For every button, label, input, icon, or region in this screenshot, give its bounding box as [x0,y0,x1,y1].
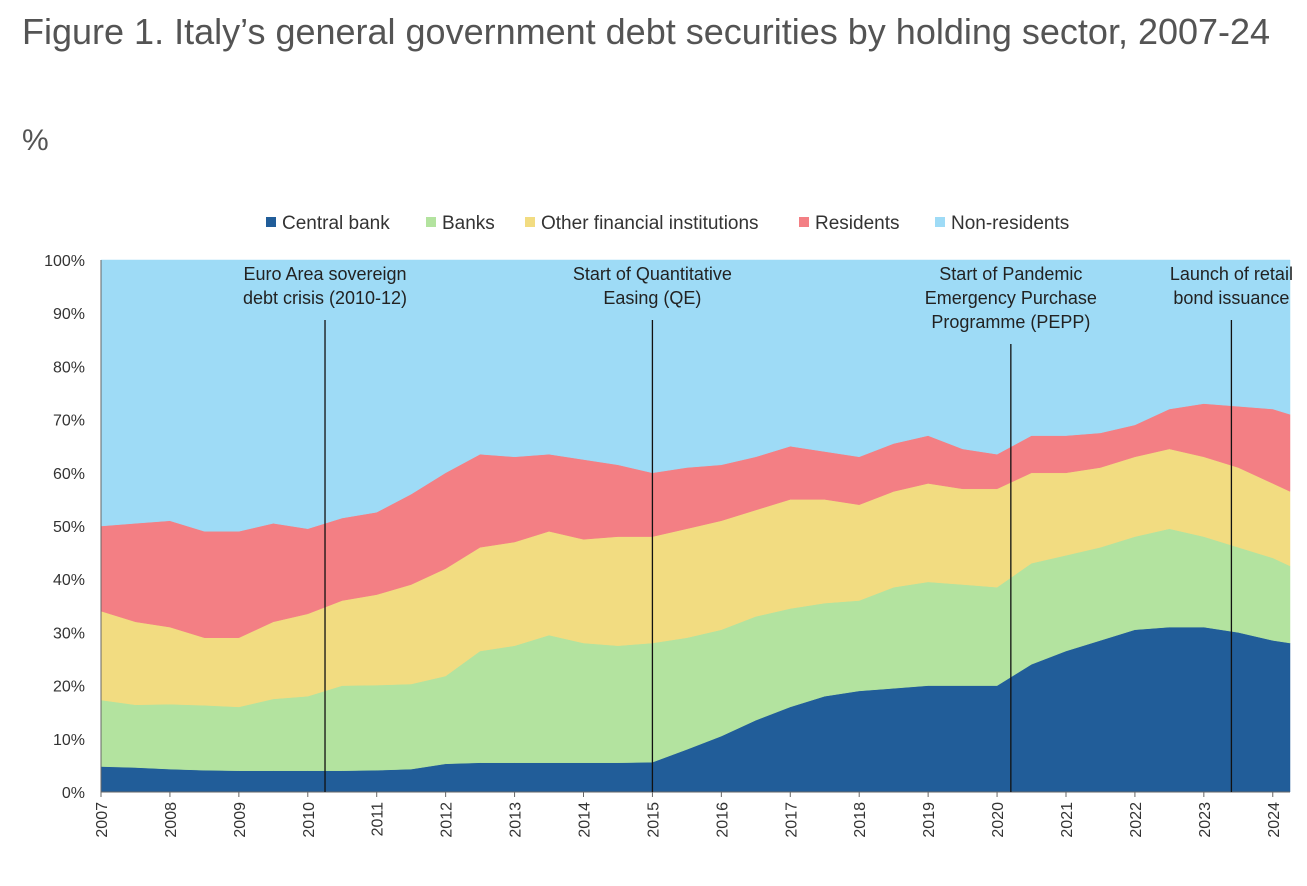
legend-swatch-non-residents [935,217,945,227]
chart-areas [100,259,1291,793]
y-tick-label: 40% [53,572,85,589]
annotation-text: Euro Area sovereign [243,264,406,284]
y-tick-label: 0% [62,785,85,802]
y-tick-label: 100% [44,253,85,270]
x-tick-label: 2021 [1059,802,1076,838]
y-tick-label: 50% [53,519,85,536]
legend-label-other-financial-institutions: Other financial institutions [541,213,759,234]
figure-title: Figure 1. Italy’s general government deb… [22,11,1271,52]
legend-label-residents: Residents [815,213,900,234]
legend-swatch-banks [426,217,436,227]
x-tick-label: 2018 [852,802,869,838]
x-tick-label: 2010 [301,802,318,838]
unit-label: % [22,124,49,157]
stacked-area-chart: Central bank Banks Other financial institu… [44,213,1293,838]
annotation-text: Emergency Purchase [925,288,1097,308]
x-tick-label: 2013 [508,802,525,838]
x-tick-label: 2009 [232,802,249,838]
chart-legend: Central bank Banks Other financial institu… [266,213,1069,234]
area-non-residents [100,259,1291,532]
x-axis: 2007 2008 2009 2010 2011 2012 2013 2014 2015 2016… [94,791,1290,838]
annotation-text: Launch of retail [1170,264,1293,284]
x-tick-label: 2022 [1128,802,1145,838]
legend-label-banks: Banks [442,213,495,234]
y-tick-label: 70% [53,413,85,430]
x-tick-label: 2014 [576,802,593,838]
annotation-text: bond issuance [1173,288,1289,308]
y-tick-label: 20% [53,679,85,696]
y-tick-label: 90% [53,306,85,323]
chart-annotations: Euro Area sovereign debt crisis (2010-12)… [243,264,1293,792]
legend-swatch-other-financial-institutions [525,217,535,227]
y-tick-label: 80% [53,359,85,376]
y-tick-label: 60% [53,466,85,483]
annotation-text: Easing (QE) [603,288,701,308]
x-tick-label: 2015 [645,802,662,838]
legend-swatch-residents [799,217,809,227]
annotation-text: debt crisis (2010-12) [243,288,407,308]
x-tick-label: 2024 [1266,802,1283,838]
x-tick-label: 2019 [921,802,938,838]
legend-label-non-residents: Non-residents [951,213,1069,234]
x-tick-label: 2017 [783,802,800,838]
y-tick-label: 10% [53,732,85,749]
x-tick-label: 2012 [439,802,456,838]
x-tick-label: 2007 [94,802,111,838]
y-axis: 0% 10% 20% 30% 40% 50% 60% 70% 80% 90% 100% [44,253,102,802]
y-tick-label: 30% [53,625,85,642]
x-tick-label: 2011 [370,802,387,837]
annotation-text: Programme (PEPP) [931,312,1090,332]
x-tick-label: 2020 [990,802,1007,838]
x-tick-label: 2016 [714,802,731,838]
annotation-text: Start of Quantitative [573,264,732,284]
x-tick-label: 2023 [1197,802,1214,838]
annotation-text: Start of Pandemic [939,264,1082,284]
legend-swatch-central-bank [266,217,276,227]
x-tick-label: 2008 [163,802,180,838]
legend-label-central-bank: Central bank [282,213,390,234]
